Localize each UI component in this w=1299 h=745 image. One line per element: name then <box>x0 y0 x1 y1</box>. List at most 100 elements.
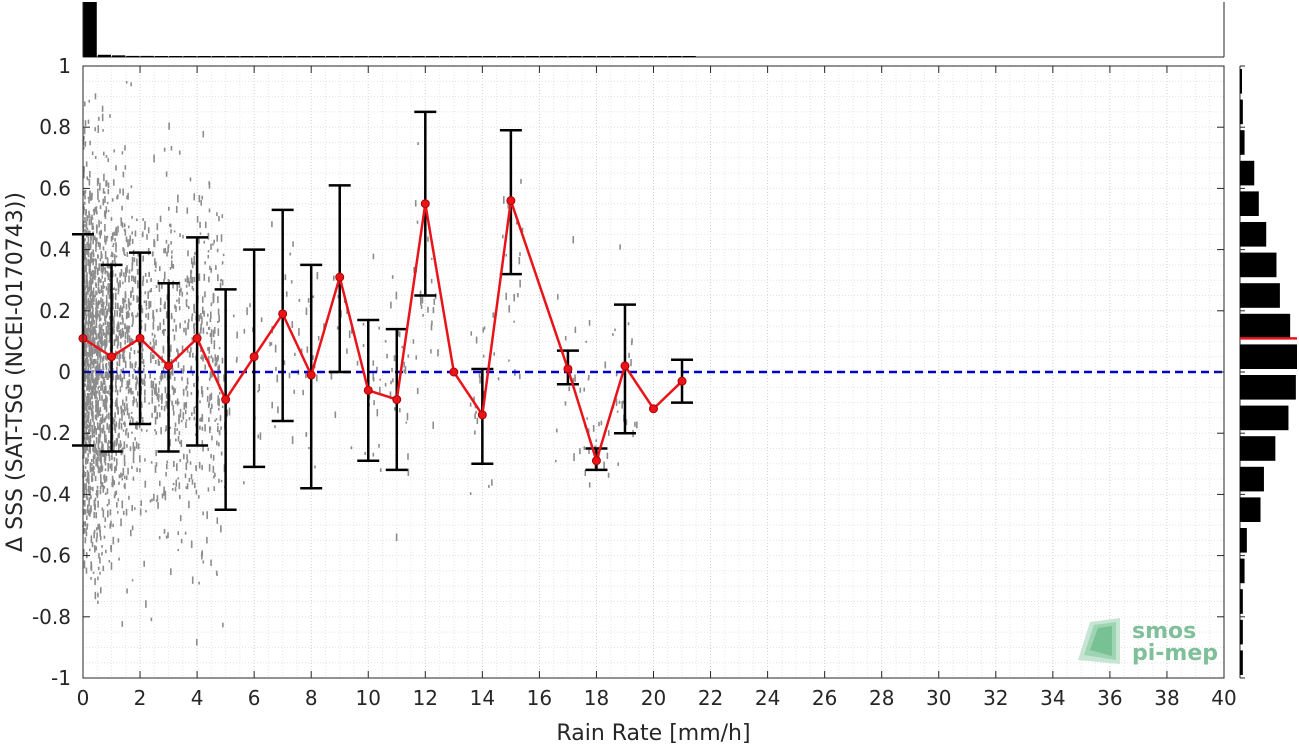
scatter-point <box>178 414 180 422</box>
scatter-point <box>212 293 215 297</box>
scatter-point <box>117 282 120 287</box>
scatter-point <box>130 411 133 414</box>
scatter-point <box>110 520 112 527</box>
x-histogram-bar <box>411 56 425 57</box>
scatter-point <box>88 259 91 265</box>
scatter-point <box>134 377 137 380</box>
scatter-point <box>97 500 99 508</box>
scatter-point <box>88 197 90 204</box>
scatter-point <box>93 209 96 216</box>
scatter-point <box>87 458 89 462</box>
scatter-point <box>100 308 102 315</box>
scatter-point <box>123 421 126 426</box>
scatter-point <box>101 465 103 472</box>
scatter-point <box>395 533 398 542</box>
scatter-point <box>115 421 118 425</box>
scatter-point <box>154 416 157 425</box>
scatter-point <box>474 430 476 435</box>
x-histogram-bar <box>482 56 497 57</box>
scatter-point <box>588 482 591 488</box>
scatter-point <box>96 348 99 354</box>
scatter-point <box>99 335 101 342</box>
scatter-point <box>89 308 91 315</box>
scatter-point <box>106 354 108 361</box>
scatter-point <box>86 302 88 307</box>
scatter-point <box>94 294 97 298</box>
scatter-point <box>89 548 91 552</box>
scatter-point <box>121 413 123 422</box>
scatter-point <box>508 305 511 313</box>
scatter-point <box>104 492 107 495</box>
scatter-point <box>87 433 89 440</box>
x-histogram-bar <box>154 56 169 57</box>
scatter-point <box>336 326 339 330</box>
scatter-point <box>406 412 409 421</box>
scatter-point <box>97 300 100 306</box>
scatter-point <box>106 201 109 205</box>
scatter-point <box>126 240 128 243</box>
scatter-point <box>86 327 88 331</box>
scatter-point <box>143 560 145 567</box>
scatter-point <box>152 338 155 342</box>
x-histogram-bar <box>268 56 283 57</box>
scatter-point <box>175 305 177 312</box>
scatter-point <box>95 380 98 385</box>
scatter-point <box>155 261 157 269</box>
scatter-point <box>96 532 98 539</box>
scatter-point <box>144 272 147 277</box>
scatter-point <box>277 406 279 414</box>
scatter-point <box>104 453 107 462</box>
y-histogram-bar <box>1240 191 1259 216</box>
scatter-point <box>121 281 124 285</box>
scatter-point <box>157 387 160 393</box>
scatter-point <box>90 458 93 462</box>
y-tick-label: 0.8 <box>39 115 71 139</box>
scatter-point <box>114 389 117 393</box>
scatter-point <box>105 363 108 371</box>
scatter-point <box>122 297 124 304</box>
scatter-point <box>93 270 96 275</box>
scatter-point <box>220 479 223 483</box>
scatter-point <box>118 419 121 424</box>
scatter-point <box>128 378 131 385</box>
scatter-point <box>125 396 128 402</box>
scatter-point <box>191 261 194 269</box>
scatter-point <box>104 267 107 275</box>
scatter-point <box>84 445 86 449</box>
scatter-point <box>89 230 91 234</box>
scatter-point <box>430 323 433 331</box>
scatter-point <box>401 345 404 349</box>
scatter-point <box>193 262 196 266</box>
scatter-point <box>109 278 111 282</box>
scatter-point <box>203 240 206 244</box>
scatter-point <box>85 321 88 324</box>
scatter-point <box>95 290 97 296</box>
scatter-point <box>130 302 132 306</box>
scatter-point <box>206 536 208 544</box>
scatter-point <box>585 340 588 343</box>
scatter-point <box>191 479 194 485</box>
scatter-point <box>493 352 495 356</box>
scatter-point <box>207 254 210 259</box>
scatter-point <box>174 304 176 309</box>
scatter-point <box>135 375 138 379</box>
scatter-point <box>120 426 123 430</box>
scatter-point <box>83 509 85 514</box>
scatter-point <box>298 328 300 336</box>
scatter-point <box>88 378 90 384</box>
scatter-point <box>302 389 304 396</box>
scatter-point <box>95 414 98 421</box>
scatter-point <box>112 293 115 299</box>
scatter-point <box>103 191 106 194</box>
scatter-point <box>165 171 168 177</box>
scatter-point <box>96 343 99 349</box>
scatter-point <box>112 242 115 246</box>
scatter-point <box>87 297 90 303</box>
scatter-point <box>158 394 160 399</box>
scatter-point <box>115 165 117 171</box>
scatter-point <box>372 377 375 382</box>
scatter-point <box>112 270 114 278</box>
scatter-point <box>124 406 126 412</box>
scatter-point <box>84 194 86 200</box>
scatter-point <box>90 290 93 297</box>
